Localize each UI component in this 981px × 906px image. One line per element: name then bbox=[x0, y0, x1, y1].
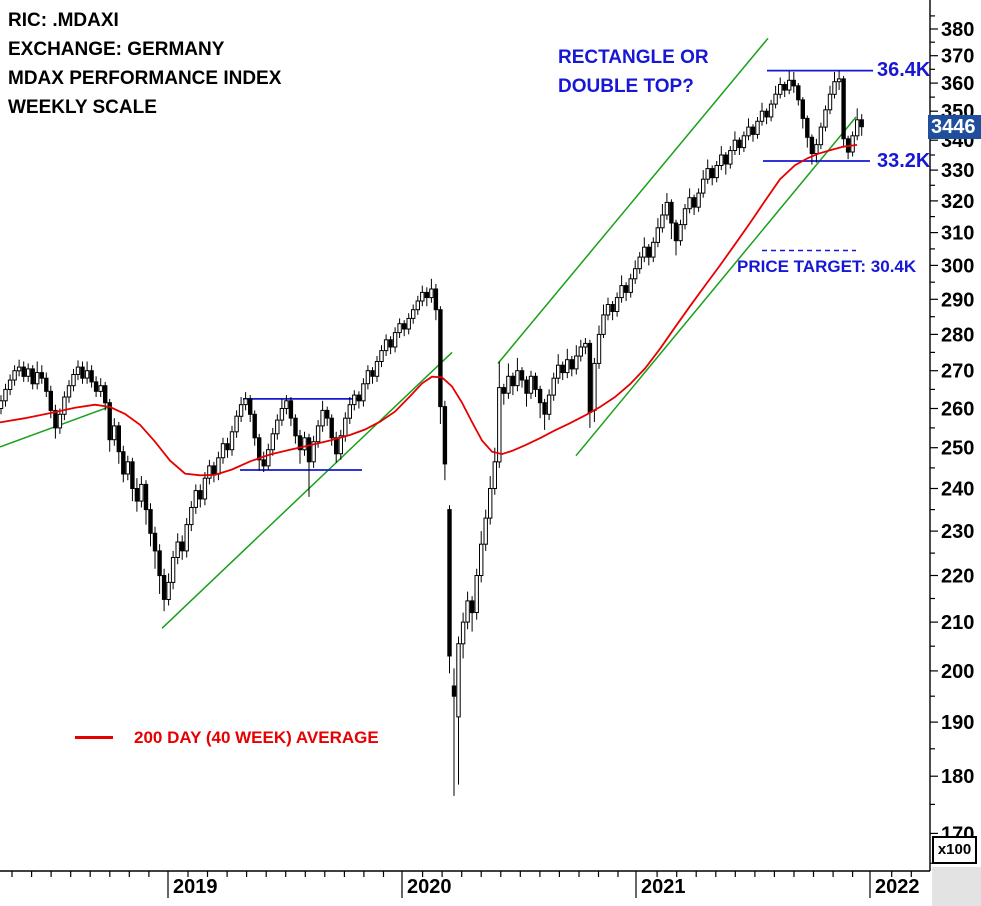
exchange-line: EXCHANGE: GERMANY bbox=[8, 39, 225, 60]
ric-line: RIC: .MDAXI bbox=[8, 10, 119, 31]
ma-legend-label: 200 DAY (40 WEEK) AVERAGE bbox=[134, 728, 379, 747]
ma-legend-swatch bbox=[75, 736, 113, 739]
pattern-annotation-line1: RECTANGLE OR bbox=[558, 47, 709, 68]
svg-text:2021: 2021 bbox=[641, 876, 686, 898]
svg-text:2022: 2022 bbox=[875, 876, 920, 898]
instrument-line: MDAX PERFORMANCE INDEX bbox=[8, 68, 282, 89]
pattern-annotation: RECTANGLE OR DOUBLE TOP? bbox=[558, 43, 709, 101]
svg-text:210: 210 bbox=[941, 612, 974, 634]
svg-text:280: 280 bbox=[941, 324, 974, 346]
svg-text:220: 220 bbox=[941, 566, 974, 588]
trendline bbox=[161, 351, 453, 629]
trendline bbox=[575, 116, 857, 457]
last-price-badge: 3446 bbox=[928, 115, 981, 139]
trendline bbox=[497, 37, 769, 364]
svg-text:290: 290 bbox=[941, 289, 974, 311]
resistance-level-label: 36.4K bbox=[877, 59, 931, 81]
svg-text:180: 180 bbox=[941, 766, 974, 788]
svg-text:330: 330 bbox=[941, 160, 974, 182]
svg-text:250: 250 bbox=[941, 438, 974, 460]
svg-text:300: 300 bbox=[941, 255, 974, 277]
svg-text:190: 190 bbox=[941, 712, 974, 734]
price-target-label: PRICE TARGET: 30.4K bbox=[737, 257, 917, 276]
svg-text:240: 240 bbox=[941, 479, 974, 501]
svg-text:200: 200 bbox=[941, 661, 974, 683]
svg-text:380: 380 bbox=[941, 19, 974, 41]
svg-text:260: 260 bbox=[941, 399, 974, 421]
svg-text:2019: 2019 bbox=[173, 876, 218, 898]
axis-corner-box bbox=[932, 867, 981, 906]
svg-text:360: 360 bbox=[941, 73, 974, 95]
support-level-label: 33.2K bbox=[877, 150, 931, 172]
svg-text:270: 270 bbox=[941, 361, 974, 383]
pattern-annotation-line2: DOUBLE TOP? bbox=[558, 76, 694, 97]
svg-text:320: 320 bbox=[941, 191, 974, 213]
chart-header: RIC: .MDAXI EXCHANGE: GERMANY MDAX PERFO… bbox=[8, 6, 281, 122]
svg-text:230: 230 bbox=[941, 521, 974, 543]
svg-text:2020: 2020 bbox=[407, 876, 452, 898]
svg-text:370: 370 bbox=[941, 46, 974, 68]
scale-line: WEEKLY SCALE bbox=[8, 97, 157, 118]
svg-text:310: 310 bbox=[941, 223, 974, 245]
axis-multiplier-label: x100 bbox=[932, 836, 977, 864]
ma-line bbox=[0, 144, 858, 477]
